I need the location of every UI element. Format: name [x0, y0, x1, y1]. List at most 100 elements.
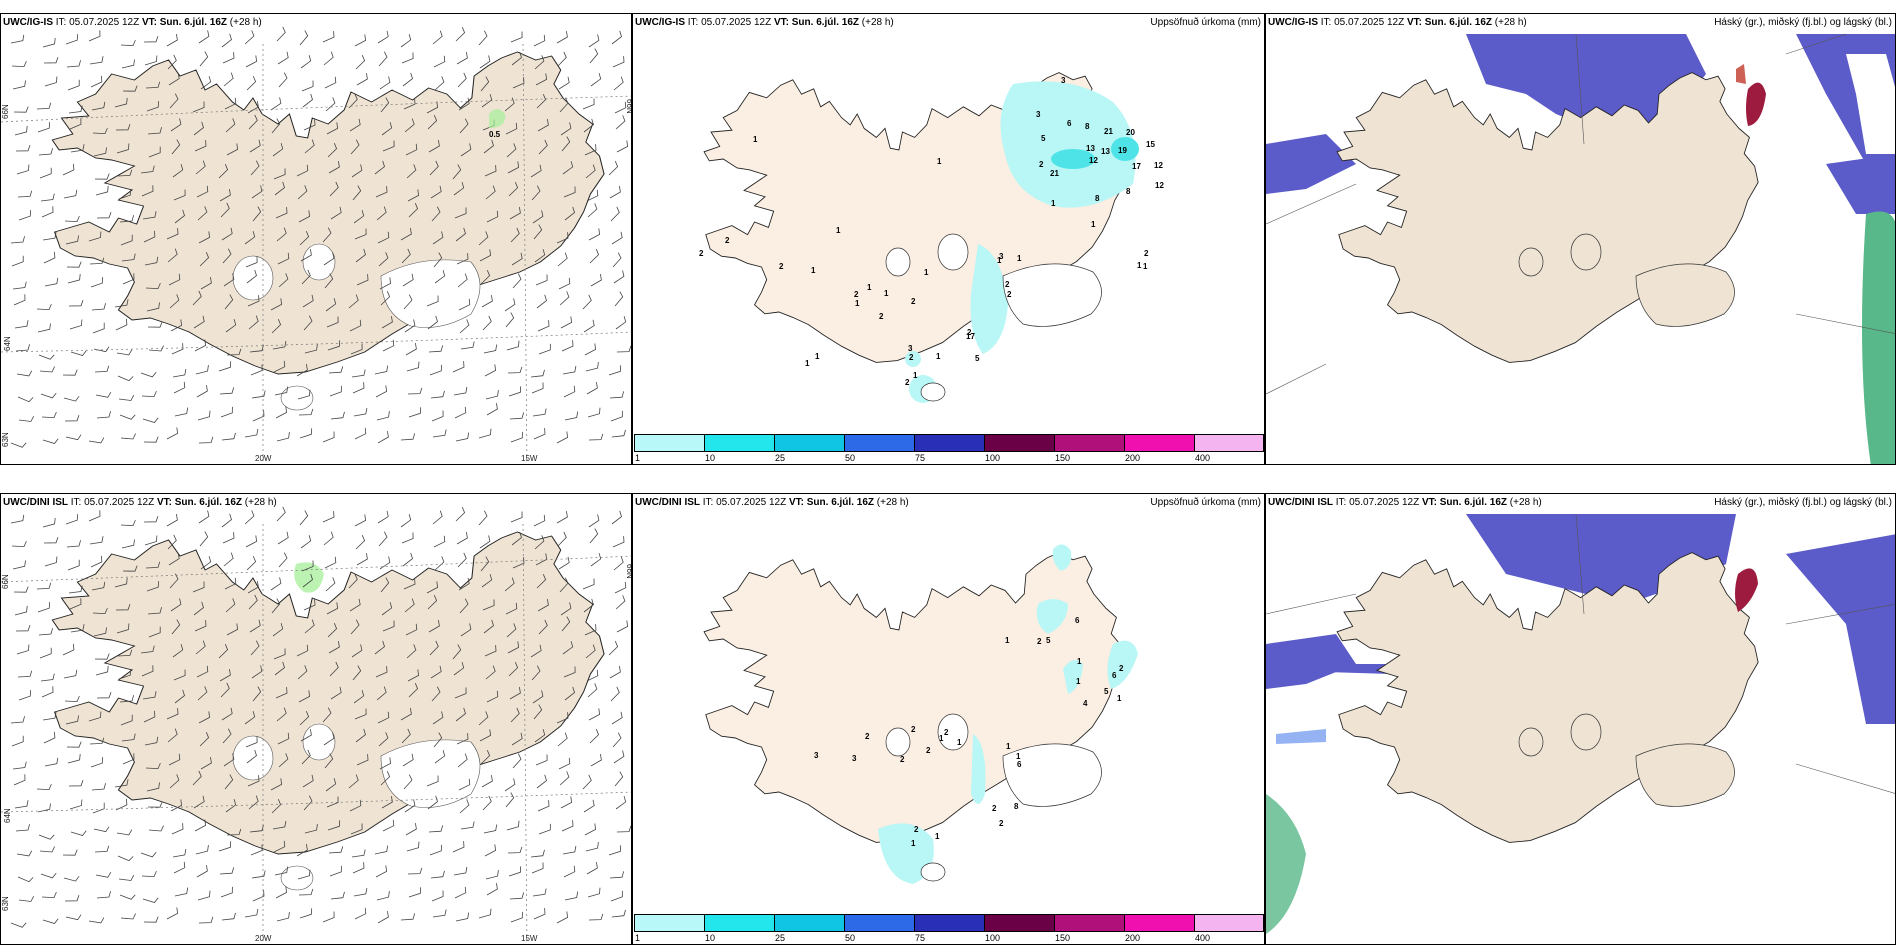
wind-barb	[248, 795, 259, 810]
precip-value-label: 2	[725, 236, 730, 245]
wind-barb	[505, 792, 515, 808]
lat-66-label: 66N	[1, 574, 10, 589]
wind-barb	[352, 862, 365, 874]
wind-barb	[559, 97, 569, 113]
wind-barb	[173, 381, 186, 394]
wind-barb	[404, 598, 415, 613]
wind-barb	[192, 290, 202, 306]
wind-barb	[67, 273, 81, 284]
wind-barb	[535, 754, 548, 766]
wind-barb	[484, 844, 497, 857]
wind-barb	[43, 251, 56, 264]
wind-barb	[37, 803, 51, 813]
wind-barb	[377, 510, 389, 524]
panel-header: UWC/DINI ISL IT: 05.07.2025 12Z VT: Sun.…	[3, 497, 277, 508]
wind-barb	[90, 75, 103, 88]
wind-barb	[275, 886, 288, 899]
wind-barb	[564, 891, 579, 901]
wind-barb	[400, 913, 416, 921]
wind-barb	[588, 34, 600, 48]
wind-barb	[406, 644, 417, 659]
wind-barb	[452, 164, 462, 180]
wind-barb	[90, 555, 103, 568]
wind-barb	[561, 136, 571, 152]
wind-barb	[432, 30, 443, 45]
wind-barb	[10, 34, 25, 44]
wind-barb	[452, 644, 462, 660]
wind-barb	[273, 360, 286, 373]
wind-barb	[167, 54, 177, 70]
wind-barb	[166, 427, 179, 440]
wind-barb	[379, 76, 391, 90]
wind-barb	[144, 55, 158, 66]
wind-barb	[147, 127, 162, 135]
wind-barb	[118, 395, 135, 401]
map-panel-cloud-top: UWC/IG-IS IT: 05.07.2025 12Z VT: Sun. 6.…	[1265, 13, 1896, 465]
wind-barb	[95, 391, 112, 398]
wind-barb	[298, 210, 311, 223]
wind-barb	[432, 231, 444, 245]
wind-barb	[586, 189, 599, 202]
wind-barb	[378, 732, 389, 747]
wind-barb	[40, 393, 57, 399]
wind-barb	[42, 438, 59, 444]
wind-barb	[248, 315, 259, 330]
precip-value-label: 2	[1144, 249, 1149, 258]
wind-barb	[120, 433, 136, 440]
wind-barb	[509, 892, 525, 900]
wind-barb	[96, 691, 112, 699]
wind-barb	[38, 834, 55, 840]
wind-barb	[275, 687, 288, 699]
wind-barb	[96, 211, 112, 219]
precip-value-label: 1	[911, 839, 916, 848]
wind-barb	[479, 55, 491, 69]
wind-barb	[504, 577, 515, 592]
wind-barb	[226, 828, 242, 836]
wind-barb	[95, 185, 109, 196]
wind-barb	[301, 749, 311, 765]
wind-barb	[271, 118, 281, 134]
wind-barb	[114, 97, 128, 108]
wind-barb	[354, 708, 367, 720]
wind-barb	[329, 181, 339, 197]
wind-barb	[322, 511, 335, 523]
glacier-shapes	[885, 233, 1102, 402]
wind-barb	[14, 320, 29, 329]
wind-barb	[41, 891, 57, 899]
wind-barb	[563, 385, 576, 398]
lat-63-label: 63N	[1, 896, 10, 911]
wind-barb	[433, 535, 446, 548]
wind-barb	[584, 823, 597, 836]
wind-barb	[351, 369, 366, 378]
wind-barb	[16, 644, 30, 655]
wind-barb	[168, 753, 181, 766]
wind-barb	[40, 193, 55, 202]
wind-barb	[144, 535, 158, 546]
wind-barb	[354, 514, 367, 527]
wind-barb	[401, 532, 414, 544]
wind-barb	[532, 888, 547, 897]
wind-barb	[275, 406, 288, 419]
wind-barb	[434, 556, 445, 571]
wind-barb	[325, 778, 337, 792]
wind-barb	[586, 382, 598, 395]
wind-barb	[296, 644, 309, 657]
precip-value-label: 1	[939, 734, 944, 743]
precip-value-label: 1	[997, 256, 1002, 265]
wind-barb	[249, 139, 261, 153]
wind-barb	[121, 253, 136, 262]
wind-barb	[147, 321, 163, 328]
precip-patch	[489, 109, 506, 128]
wind-barb	[507, 641, 520, 654]
wind-barb	[428, 620, 440, 633]
wind-barb	[608, 845, 622, 856]
colorbar-swatch	[1054, 434, 1124, 452]
wind-barb	[375, 186, 388, 198]
wind-barb	[584, 144, 597, 156]
wind-barb	[95, 665, 109, 676]
wind-barb	[18, 210, 31, 221]
wind-barb	[63, 875, 80, 882]
wind-barb	[406, 841, 420, 852]
wind-barb	[14, 125, 28, 136]
wind-barb	[608, 161, 619, 176]
